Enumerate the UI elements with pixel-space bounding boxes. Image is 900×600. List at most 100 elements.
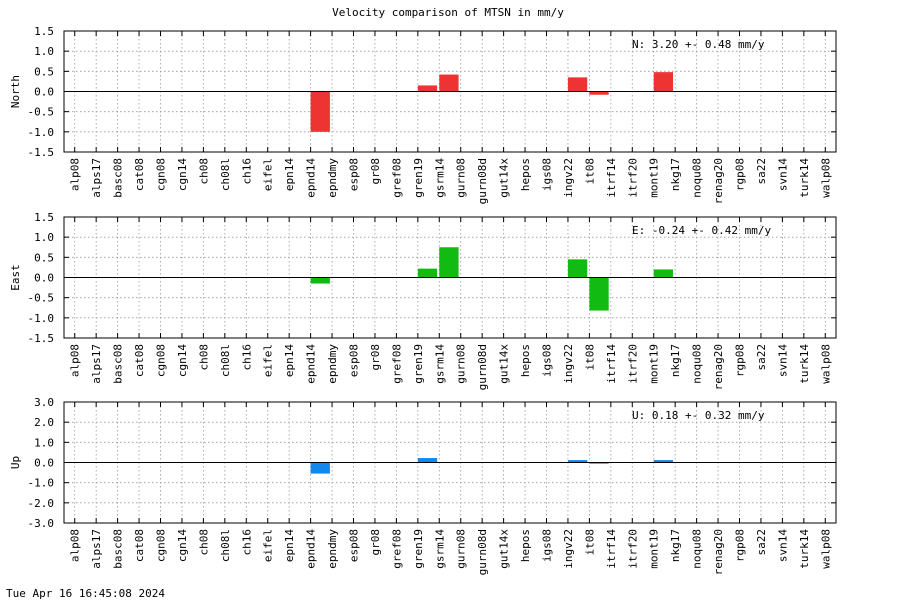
x-tick-label: gren19 [412,344,425,384]
x-tick-label: nkg17 [669,158,682,191]
bar-ingv22 [567,77,588,92]
x-tick-label: rgp08 [734,344,747,377]
x-tick-label: basc08 [112,529,125,569]
timestamp: Tue Apr 16 16:45:08 2024 [6,587,165,600]
x-tick-label: svn14 [776,158,789,191]
x-tick-label: gref08 [390,344,403,384]
plot-frame [63,216,837,339]
y-tick-label: -0.5 [28,106,55,119]
x-tick-label: gref08 [390,158,403,198]
x-tick-label: mont19 [648,158,661,198]
bar-mont19 [653,269,674,278]
x-tick-label: ch08l [219,158,232,191]
y-tick-label: 0.0 [34,272,54,285]
x-tick-label: cgn08 [155,529,168,562]
x-tick-label: noqu08 [691,529,704,569]
x-tick-label: noqu08 [691,158,704,198]
x-tick-label: igs08 [541,344,554,377]
panel-up: 3.0 2.0 1.0 0.0 -1.0 -2.0 -3.0 alp08 alps17 basc0… [9,396,837,575]
x-tick-label: eifel [262,344,275,377]
y-axis-label: North [9,75,22,108]
x-tick-label: it08 [583,158,596,185]
x-tick-label: gurn08d [476,344,489,390]
y-tick-label: -1.5 [28,332,55,345]
y-tick-label: 2.0 [34,416,54,429]
bar-it08 [589,462,609,464]
bar-epnd14 [310,91,330,132]
bar-gsrm14 [439,74,459,92]
x-tick-label: itrf14 [605,158,618,198]
x-tick-label: epndmy [326,158,339,198]
x-tick-label: turk14 [798,158,811,198]
plot-frame [63,30,837,153]
y-tick-label: -2.0 [28,497,55,510]
x-tick-label: it08 [583,344,596,371]
panel-north: 1.5 1.0 0.5 0.0 -0.5 -1.0 -1.5 alp08 alps17 basc0… [9,25,837,204]
x-tick-label: ch16 [240,158,253,185]
x-tick-label: ingv22 [562,158,575,198]
x-tick-label: itrf14 [605,529,618,569]
x-tick-label: walp08 [819,344,832,384]
y-tick-label: -1.0 [28,477,55,490]
y-tick-label: -1.0 [28,312,55,325]
x-tick-label: ch08l [219,344,232,377]
y-tick-label: 0.5 [34,65,54,78]
x-tick-label: cat08 [133,529,146,562]
x-tick-label: itrf20 [626,529,639,569]
plot-frame [63,401,837,524]
bar-epnd14 [310,277,330,284]
x-tick-label: epnd14 [305,158,318,198]
x-tick-label: renag20 [712,344,725,390]
x-tick-label: nkg17 [669,344,682,377]
y-tick-label: 0.0 [34,457,54,470]
panel-annotation: N: 3.20 +- 0.48 mm/y [632,38,765,51]
x-tick-label: epndmy [326,344,339,384]
x-tick-label: svn14 [776,529,789,562]
bar-mont19 [653,460,674,463]
x-tick-label: alps17 [90,529,103,569]
bar-gren19 [417,85,438,92]
x-tick-label: hepos [519,529,532,562]
x-tick-label: cgn08 [155,344,168,377]
x-tick-label: gr08 [369,158,382,185]
x-tick-label: rgp08 [734,529,747,562]
x-tick-label: walp08 [819,158,832,198]
bar-gsrm14 [439,247,459,278]
x-tick-label: epnd14 [305,529,318,569]
x-tick-label: cat08 [133,344,146,377]
bar-gren19 [417,458,438,463]
x-tick-label: nkg17 [669,529,682,562]
x-tick-label: gut14x [498,529,511,569]
x-tick-label: cgn08 [155,158,168,191]
x-tick-label: gut14x [498,158,511,198]
x-tick-label: cgn14 [176,344,189,377]
x-tick-label: alp08 [69,158,82,191]
x-tick-label: gren19 [412,529,425,569]
y-axis-label: East [9,264,22,291]
panel-annotation: E: -0.24 +- 0.42 mm/y [632,224,771,237]
x-tick-label: mont19 [648,344,661,384]
x-tick-label: gsrm14 [433,344,446,384]
x-tick-label: turk14 [798,529,811,569]
x-tick-label: sa22 [755,344,768,371]
y-tick-label: -1.0 [28,126,55,139]
y-tick-label: 1.5 [34,211,54,224]
y-tick-label: -1.5 [28,146,55,159]
x-tick-label: gurn08 [455,344,468,384]
x-tick-label: epndmy [326,529,339,569]
x-tick-label: it08 [583,529,596,556]
bar-it08 [589,91,609,95]
x-tick-label: ch08l [219,529,232,562]
x-tick-label: ingv22 [562,529,575,569]
x-tick-label: ch08 [197,158,210,185]
x-tick-label: gurn08d [476,158,489,204]
panels-group: 1.5 1.0 0.5 0.0 -0.5 -1.0 -1.5 alp08 alps17 basc0… [9,25,837,575]
x-tick-label: itrf20 [626,344,639,384]
y-tick-label: -3.0 [28,517,55,530]
x-tick-label: gr08 [369,344,382,371]
x-tick-label: alps17 [90,344,103,384]
bar-gren19 [417,268,438,278]
x-tick-label: igs08 [541,529,554,562]
x-tick-label: basc08 [112,344,125,384]
x-tick-label: renag20 [712,529,725,575]
